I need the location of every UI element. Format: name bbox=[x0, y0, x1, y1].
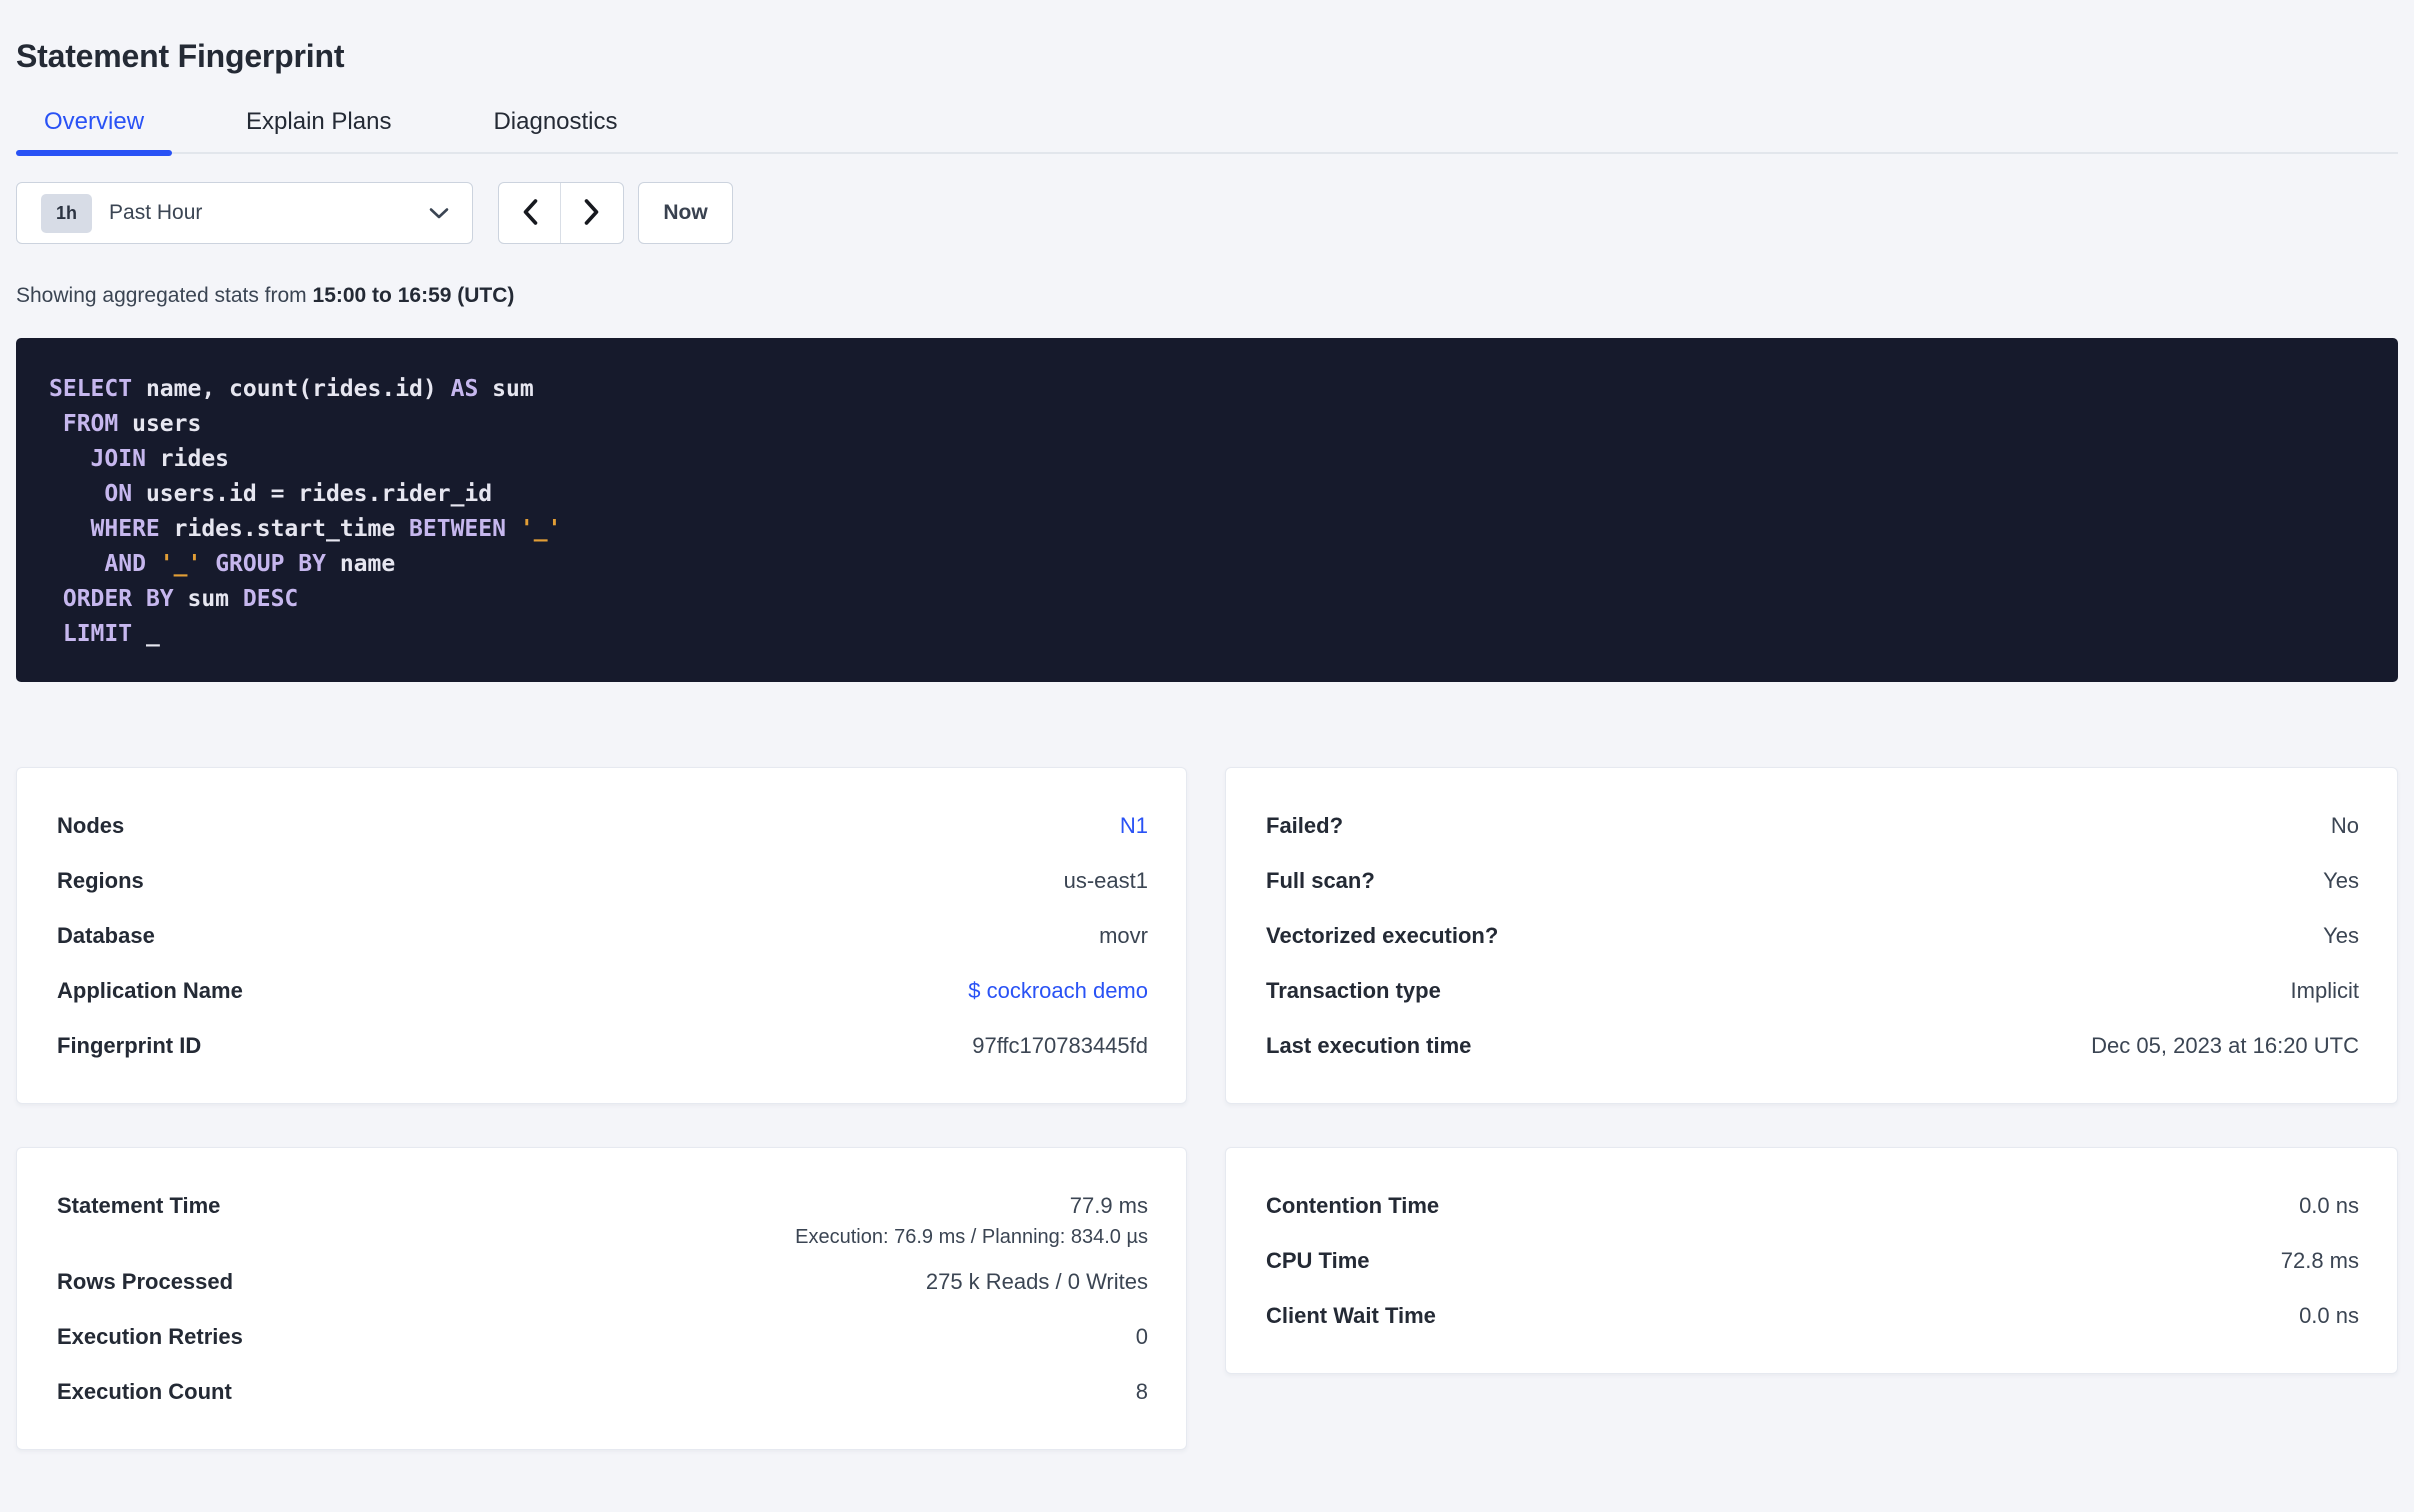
time-pager bbox=[498, 182, 624, 244]
summary-cards: Nodes N1 Regions us-east1 Database movr … bbox=[16, 767, 2398, 1450]
info-row-database: Database movr bbox=[57, 908, 1148, 963]
sql-statement-box: SELECT name, count(rides.id) AS sum FROM… bbox=[16, 338, 2398, 682]
row-label: Fingerprint ID bbox=[57, 1032, 202, 1058]
info-row-execution-count: Execution Count 8 bbox=[57, 1364, 1148, 1419]
info-row-last-execution-time: Last execution time Dec 05, 2023 at 16:2… bbox=[1266, 1018, 2359, 1073]
row-label: Execution Retries bbox=[57, 1323, 243, 1349]
row-label: Full scan? bbox=[1266, 867, 1375, 893]
aggregated-stats-caption: Showing aggregated stats from 15:00 to 1… bbox=[16, 284, 2398, 308]
info-row-failed: Failed? No bbox=[1266, 798, 2359, 853]
tab-explain-plans[interactable]: Explain Plans bbox=[218, 110, 419, 152]
info-row-application-name: Application Name $ cockroach demo bbox=[57, 963, 1148, 1018]
row-value: No bbox=[2330, 812, 2359, 838]
row-value: 0.0 ns bbox=[2299, 1302, 2359, 1328]
info-row-cpu-time: CPU Time 72.8 ms bbox=[1266, 1233, 2359, 1288]
chevron-right-icon bbox=[583, 198, 601, 229]
info-row-full-scan: Full scan? Yes bbox=[1266, 853, 2359, 908]
info-row-contention-time: Contention Time 0.0 ns bbox=[1266, 1178, 2359, 1233]
row-value: 72.8 ms bbox=[2280, 1247, 2359, 1273]
info-row-nodes: Nodes N1 bbox=[57, 798, 1148, 853]
row-label: Contention Time bbox=[1266, 1192, 1440, 1218]
tab-bar: Overview Explain Plans Diagnostics bbox=[16, 110, 2398, 156]
time-range-value: Past Hour bbox=[109, 201, 203, 224]
page-title: Statement Fingerprint bbox=[16, 38, 345, 74]
row-label: Rows Processed bbox=[57, 1268, 234, 1294]
row-label: Transaction type bbox=[1266, 977, 1441, 1003]
row-value: 8 bbox=[1135, 1378, 1148, 1404]
info-row-vectorized: Vectorized execution? Yes bbox=[1266, 908, 2359, 963]
time-range-badge: 1h bbox=[41, 193, 93, 233]
row-label: Statement Time bbox=[57, 1192, 221, 1218]
info-row-execution-retries: Execution Retries 0 bbox=[57, 1309, 1148, 1364]
row-value: Yes bbox=[2323, 922, 2359, 948]
sql-code: SELECT name, count(rides.id) AS sum FROM… bbox=[49, 376, 562, 647]
row-value: Implicit bbox=[2290, 977, 2359, 1003]
statement-fingerprint-page: Statement Fingerprint Overview Explain P… bbox=[0, 34, 2414, 1450]
row-value: 0.0 ns bbox=[2299, 1192, 2359, 1218]
row-label: Failed? bbox=[1266, 812, 1344, 838]
nodes-link[interactable]: N1 bbox=[1119, 812, 1148, 838]
info-row-rows-processed: Rows Processed 275 k Reads / 0 Writes bbox=[57, 1254, 1148, 1309]
application-name-link[interactable]: $ cockroach demo bbox=[968, 977, 1148, 1003]
previous-time-button[interactable] bbox=[499, 183, 561, 243]
info-row-fingerprint-id: Fingerprint ID 97ffc170783445fd bbox=[57, 1018, 1148, 1073]
info-row-regions: Regions us-east1 bbox=[57, 853, 1148, 908]
row-value: us-east1 bbox=[1063, 867, 1148, 893]
chevron-left-icon bbox=[521, 198, 539, 229]
row-label: Database bbox=[57, 922, 155, 948]
info-row-transaction-type: Transaction type Implicit bbox=[1266, 963, 2359, 1018]
row-value: 0 bbox=[1135, 1323, 1148, 1349]
row-label: CPU Time bbox=[1266, 1247, 1370, 1273]
row-label: Last execution time bbox=[1266, 1032, 1472, 1058]
row-value: 77.9 ms bbox=[1069, 1192, 1148, 1218]
caption-prefix: Showing aggregated stats from bbox=[16, 284, 307, 307]
time-breakdown-card: Contention Time 0.0 ns CPU Time 72.8 ms … bbox=[1225, 1147, 2398, 1374]
row-label: Execution Count bbox=[57, 1378, 232, 1404]
row-label: Client Wait Time bbox=[1266, 1302, 1436, 1328]
statement-attributes-card: Failed? No Full scan? Yes Vectorized exe… bbox=[1225, 767, 2398, 1104]
now-button[interactable]: Now bbox=[638, 182, 733, 244]
row-label: Vectorized execution? bbox=[1266, 922, 1499, 948]
row-label: Nodes bbox=[57, 812, 125, 838]
tab-overview[interactable]: Overview bbox=[16, 110, 173, 156]
row-value: 275 k Reads / 0 Writes bbox=[925, 1268, 1148, 1294]
row-value: movr bbox=[1099, 922, 1148, 948]
execution-stats-card: Statement Time 77.9 ms Execution: 76.9 m… bbox=[16, 1147, 1187, 1450]
row-value: Dec 05, 2023 at 16:20 UTC bbox=[2091, 1032, 2359, 1058]
next-time-button[interactable] bbox=[561, 183, 623, 243]
row-value: 97ffc170783445fd bbox=[972, 1032, 1148, 1058]
time-range-selector[interactable]: 1h Past Hour bbox=[16, 182, 473, 244]
statement-details-card: Nodes N1 Regions us-east1 Database movr … bbox=[16, 767, 1187, 1104]
statement-time-breakdown: Execution: 76.9 ms / Planning: 834.0 µs bbox=[795, 1226, 1148, 1248]
chevron-down-icon bbox=[428, 206, 450, 220]
row-label: Application Name bbox=[57, 977, 243, 1003]
caption-time-range: 15:00 to 16:59 (UTC) bbox=[312, 284, 515, 307]
info-row-client-wait-time: Client Wait Time 0.0 ns bbox=[1266, 1288, 2359, 1343]
row-value: Yes bbox=[2323, 867, 2359, 893]
info-row-statement-time: Statement Time 77.9 ms bbox=[57, 1178, 1148, 1233]
row-label: Regions bbox=[57, 867, 144, 893]
time-toolbar: 1h Past Hour bbox=[16, 182, 2398, 244]
tab-diagnostics[interactable]: Diagnostics bbox=[465, 110, 645, 152]
